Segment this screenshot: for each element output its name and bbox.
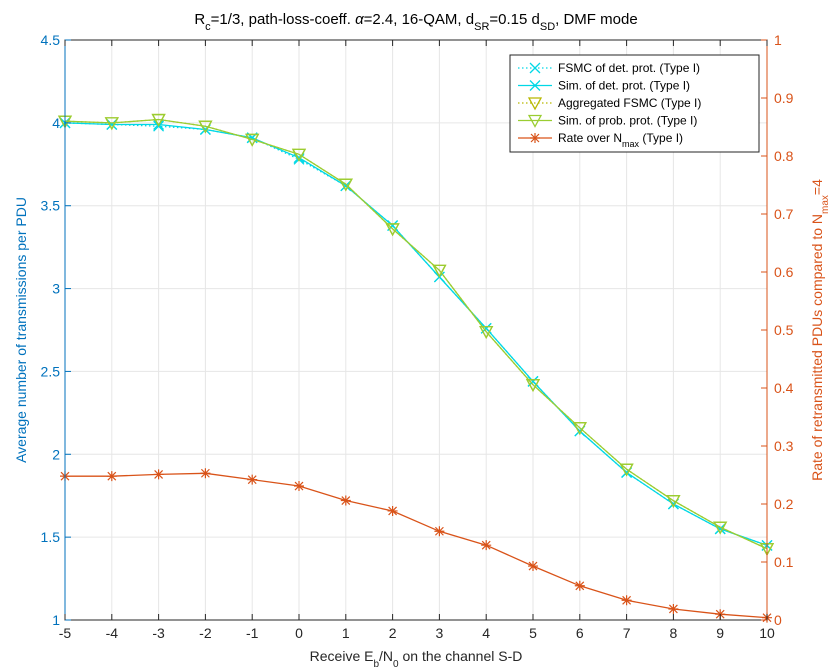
left-axis-label: Average number of transmissions per PDU [13,197,29,463]
data-point [247,474,258,485]
series-2 [59,117,773,551]
right-axis: 0 0.1 0.2 0.3 0.4 0.5 0.6 0.7 0.8 0.9 1 [761,32,794,628]
data-point [338,178,353,192]
series-3 [57,113,775,557]
legend-marker [527,97,543,111]
series-4 [57,113,775,557]
data-point [713,521,728,535]
right-tick-label: 0.3 [774,438,794,454]
x-tick-label: -5 [59,625,72,641]
data-point [245,133,260,147]
series-1 [59,117,773,551]
right-tick-label: 0.9 [774,90,794,106]
legend-item: Rate over Nmax (Type I) [518,131,683,149]
series-line [64,118,768,550]
legend-label: Sim. of prob. prot. (Type I) [558,114,697,128]
legend-item: FSMC of det. prot. (Type I) [518,61,700,75]
x-tick-label: 5 [529,625,537,641]
legend-marker [527,114,543,128]
left-tick-label: 1.5 [41,529,61,545]
left-axis: 1 1.5 2 2.5 3 3.5 4 4.5 [41,32,71,628]
x-tick-label: -2 [199,625,212,641]
x-tick-label: 2 [389,625,397,641]
right-tick-label: 0.7 [774,206,794,222]
x-tick-label: 1 [342,625,350,641]
data-point [106,471,117,482]
right-tick-label: 0.1 [774,554,794,570]
data-point [104,117,119,131]
data-point [621,595,632,606]
left-tick-label: 2 [52,446,60,462]
data-point [200,468,211,479]
x-tick-label: -4 [106,625,119,641]
legend-item: Sim. of prob. prot. (Type I) [518,114,697,128]
data-point [528,561,538,572]
data-point [385,223,400,237]
x-tick-label: 3 [436,625,444,641]
legend-label: Sim. of det. prot. (Type I) [558,79,690,93]
left-tick-label: 2.5 [41,363,61,379]
legend-label: Rate over Nmax (Type I) [558,131,683,149]
data-point [432,264,447,278]
data-point [479,326,494,340]
series-line [64,122,768,547]
x-tick-label: 7 [623,625,631,641]
x-axis: -5 -4 -3 -2 -1 0 1 2 3 4 5 6 7 8 9 10 [59,40,775,641]
data-point [572,422,587,436]
right-tick-label: 0.5 [774,322,794,338]
legend-marker [529,62,541,74]
x-tick-label: -3 [152,625,165,641]
x-tick-label: -1 [246,625,259,641]
data-point [574,580,585,591]
x-tick-label: 0 [295,625,303,641]
left-tick-label: 3.5 [41,198,61,214]
legend-marker [530,133,540,143]
data-point [619,463,634,477]
data-point [340,495,351,506]
legend-item: Aggregated FSMC (Type I) [518,96,701,111]
x-axis-label: Receive Eb/N0 on the channel S-D [310,648,523,670]
right-tick-label: 0.2 [774,496,794,512]
legend-label: FSMC of det. prot. (Type I) [558,61,700,75]
data-point [525,379,541,393]
data-point [481,540,492,551]
data-point [106,119,118,130]
data-point [668,603,679,614]
x-tick-label: 6 [576,625,584,641]
data-point [387,505,398,516]
data-point [151,113,166,127]
series-5 [60,468,772,623]
right-tick-label: 1 [774,32,782,48]
left-tick-label: 4.5 [41,32,61,48]
series-line [64,118,768,550]
right-tick-label: 0.4 [774,380,794,396]
legend: FSMC of det. prot. (Type I) Sim. of det. … [509,54,760,153]
left-tick-label: 1 [52,612,60,628]
left-tick-label: 4 [52,115,60,131]
right-axis-label: Rate of retransmitted PDUs compared to N… [809,179,831,481]
legend-item: Sim. of det. prot. (Type I) [518,79,690,93]
chart-title: Rc=1/3, path-loss-coeff. α=2.4, 16-QAM, … [194,11,637,33]
data-point [294,481,304,492]
x-tick-label: 4 [482,625,490,641]
x-tick-label: 9 [716,625,724,641]
right-tick-label: 0.6 [774,264,794,280]
x-tick-label: 10 [759,625,775,641]
series-layer [57,113,775,623]
data-point [198,120,213,134]
data-point [153,469,164,480]
legend-label: Aggregated FSMC (Type I) [558,96,701,110]
x-tick-label: 8 [670,625,678,641]
right-tick-label: 0 [774,612,782,628]
data-point [434,526,445,537]
legend-marker [529,80,541,91]
data-point [666,495,681,509]
series-line [64,122,768,547]
left-tick-label: 3 [52,281,60,297]
data-point [291,148,307,162]
right-tick-label: 0.8 [774,148,794,164]
series-line [65,472,768,619]
